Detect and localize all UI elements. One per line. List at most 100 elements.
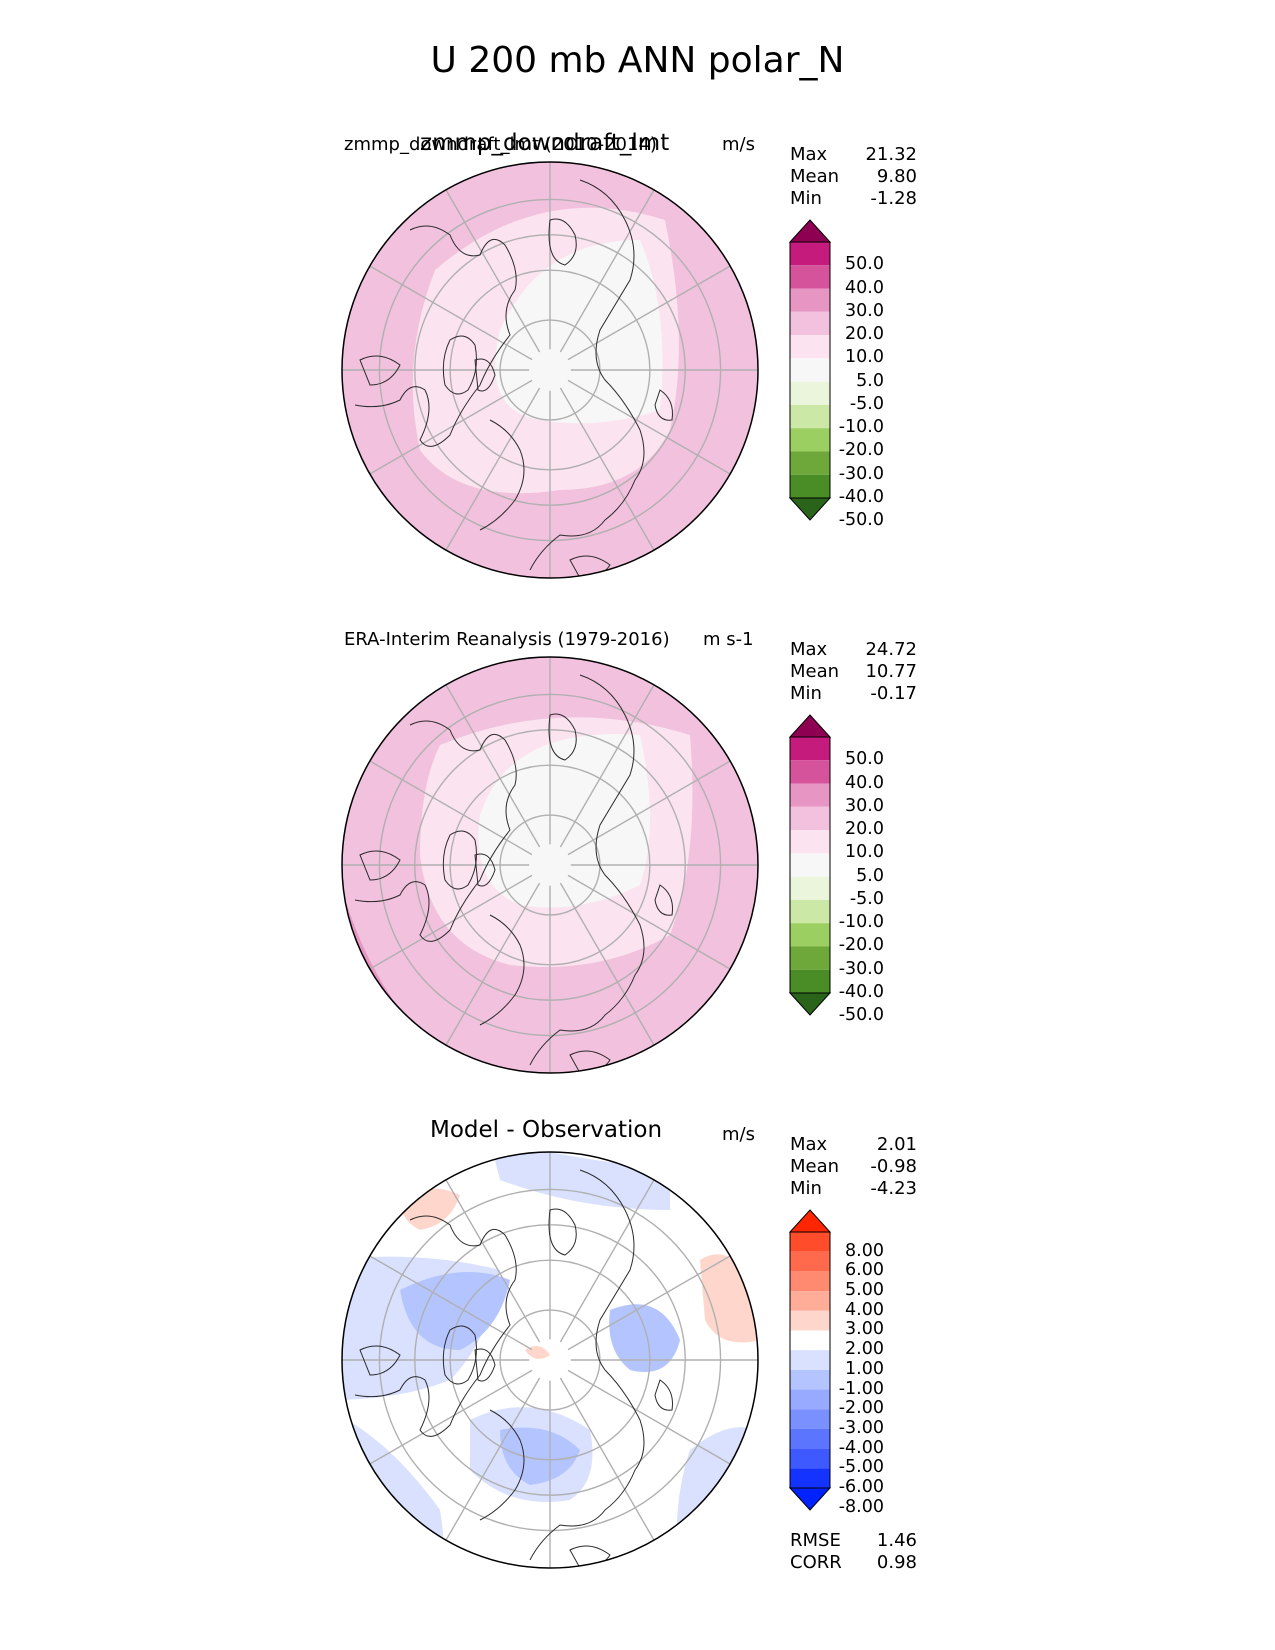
colorbar-segment (790, 1251, 830, 1272)
map-fill-group (342, 162, 758, 578)
fill-region (400, 1272, 510, 1350)
colorbar-tick-label: -10.0 (838, 912, 884, 933)
colorbar-tick-label: 5.00 (845, 1280, 884, 1301)
colorbar-segment (790, 830, 830, 854)
stat-max-value: 24.72 (865, 639, 917, 660)
colorbar (788, 219, 832, 521)
colorbar-segment (790, 265, 830, 289)
stat-min-label: Min (790, 683, 822, 704)
colorbar-tick-label: 10.0 (845, 347, 884, 368)
colorbar-tick-label: 8.00 (845, 1240, 884, 1261)
colorbar-segment (790, 474, 830, 498)
coastline (548, 713, 577, 761)
colorbar-segment (790, 311, 830, 336)
map-fill-group (342, 657, 758, 1073)
colorbar (788, 1209, 832, 1511)
colorbar-segment (790, 1389, 830, 1410)
coastline (442, 1325, 477, 1385)
colorbar-segment (790, 899, 830, 924)
meridian-line (445, 387, 541, 551)
fill-region (342, 1152, 758, 1568)
colorbar-extend-max (788, 1209, 832, 1233)
coastline (442, 335, 477, 395)
coastline (548, 1208, 577, 1256)
coastline (654, 884, 673, 916)
colorbar-segment (790, 923, 830, 947)
colorbar-segment (790, 1310, 830, 1331)
colorbar-segment (790, 853, 830, 877)
colorbar-tick-label: -6.00 (838, 1477, 884, 1497)
colorbar-segment (790, 946, 830, 970)
coastline (654, 1379, 673, 1411)
stat-min-value: -1.28 (870, 188, 917, 209)
meridian-line (559, 387, 655, 551)
colorbar-segment (790, 1448, 830, 1469)
colorbar-tick-label: 3.00 (845, 1319, 884, 1340)
colorbar-tick-label: 6.00 (845, 1260, 884, 1281)
stat-max-label: Max (790, 639, 828, 660)
coastline (359, 1345, 401, 1376)
colorbar-extend-min (788, 497, 832, 521)
colorbar-tick-label: 2.00 (845, 1339, 884, 1360)
meridian-line (369, 265, 533, 361)
colorbar-segment (790, 1330, 830, 1351)
colorbar-tick-label: -5.0 (849, 888, 884, 909)
colorbar-segment (790, 876, 830, 900)
corr-value: 0.98 (876, 1552, 917, 1573)
colorbar-segment (790, 1271, 830, 1292)
meridian-line (559, 1179, 655, 1343)
colorbar-tick-label: 30.0 (845, 795, 884, 816)
colorbar-tick-label: -5.0 (849, 393, 884, 414)
stat-min-label: Min (790, 1178, 822, 1199)
colorbar-tick-label: 5.0 (856, 865, 884, 886)
panel-test: zmmp_downdraft_lmt zmmp_downdraft_lmt (2… (0, 120, 1275, 610)
meridian-line (559, 882, 655, 1046)
meridian-line (445, 684, 541, 848)
stat-mean-label: Mean (790, 661, 840, 682)
colorbar-tick-label: 40.0 (845, 277, 884, 298)
panel-units: m/s (722, 134, 755, 155)
colorbar-tick-label: -2.00 (838, 1398, 884, 1419)
colorbar-tick-label: 40.0 (845, 772, 884, 793)
colorbar-segment (790, 783, 830, 807)
colorbar-segment (790, 428, 830, 452)
panel-center-title: Model - Observation (430, 1117, 663, 1143)
fill-region (676, 1427, 758, 1568)
colorbar-segment (790, 969, 830, 993)
meridian-line (369, 1369, 533, 1465)
meridian-line (445, 189, 541, 353)
colorbar-tick-label: 50.0 (845, 254, 884, 275)
colorbar-segment (790, 242, 830, 266)
fill-region (500, 1427, 580, 1485)
colorbar-tick-label: -40.0 (838, 487, 884, 507)
polar-map (341, 1151, 759, 1569)
colorbar-tick-label: 1.00 (845, 1358, 884, 1379)
stat-min-label: Min (790, 188, 822, 209)
coastline (548, 218, 577, 266)
meridian-line (567, 874, 731, 970)
colorbar-tick-label: 30.0 (845, 300, 884, 321)
figure-title: U 200 mb ANN polar_N (430, 40, 845, 81)
polar-map (341, 656, 759, 1074)
panel-units: m s-1 (703, 629, 754, 650)
colorbar-tick-label: -30.0 (838, 958, 884, 979)
colorbar-segment (790, 760, 830, 784)
colorbar-extend-max (788, 714, 832, 738)
colorbar-tick-label: -20.0 (838, 440, 884, 461)
colorbar-tick-label: -30.0 (838, 463, 884, 484)
coastline (442, 830, 477, 890)
meridian-line (559, 684, 655, 848)
rmse-label: RMSE (790, 1530, 841, 1551)
coastline (354, 720, 517, 942)
colorbar-segment (790, 288, 830, 312)
coastline (529, 179, 645, 571)
map-border (341, 656, 759, 1074)
coastline (474, 853, 496, 887)
stat-mean-value: 10.77 (865, 661, 917, 682)
panel-diff: Model - Observation m/s Max 2.01 Mean -0… (0, 1110, 1275, 1600)
coastline (569, 555, 611, 578)
fill-region (478, 734, 650, 908)
meridian-line (445, 1377, 541, 1541)
meridian-line (567, 1369, 731, 1465)
colorbar-tick-label: -1.00 (838, 1378, 884, 1399)
